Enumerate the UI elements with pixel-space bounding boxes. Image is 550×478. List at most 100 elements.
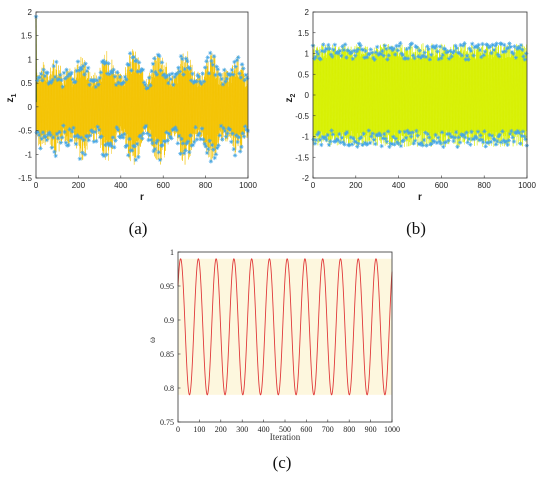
data-point bbox=[509, 128, 514, 134]
data-point bbox=[493, 142, 499, 147]
data-point bbox=[328, 139, 333, 144]
data-point bbox=[326, 42, 331, 48]
data-point bbox=[470, 41, 475, 47]
data-point bbox=[176, 133, 182, 139]
data-point bbox=[234, 133, 239, 138]
data-point bbox=[99, 134, 104, 139]
data-point bbox=[227, 127, 233, 132]
data-point bbox=[459, 53, 465, 58]
x-tick-label: 200 bbox=[349, 181, 363, 190]
data-point bbox=[402, 129, 408, 135]
data-point bbox=[52, 74, 58, 80]
data-point bbox=[324, 46, 330, 52]
data-point bbox=[42, 73, 48, 79]
data-point bbox=[344, 55, 349, 60]
data-point bbox=[111, 67, 116, 73]
data-point bbox=[325, 132, 330, 138]
data-point bbox=[361, 131, 366, 136]
data-point bbox=[392, 52, 398, 57]
data-point bbox=[415, 133, 420, 138]
data-point bbox=[178, 53, 184, 59]
data-point bbox=[396, 141, 401, 146]
data-point bbox=[465, 140, 470, 145]
data-point bbox=[500, 129, 505, 134]
data-point bbox=[216, 143, 221, 148]
data-point bbox=[219, 76, 224, 82]
data-point bbox=[231, 146, 236, 152]
data-point bbox=[327, 46, 332, 51]
data-point bbox=[523, 137, 528, 142]
data-point bbox=[54, 59, 59, 65]
data-point bbox=[437, 44, 443, 49]
data-point bbox=[35, 129, 41, 135]
data-point bbox=[218, 123, 224, 129]
data-point bbox=[482, 129, 487, 134]
data-point bbox=[386, 53, 391, 58]
data-point bbox=[448, 134, 454, 139]
data-point bbox=[148, 137, 154, 143]
data-point bbox=[212, 155, 217, 161]
data-point bbox=[401, 138, 406, 143]
data-point bbox=[499, 41, 504, 47]
y-tick-label: -1 bbox=[25, 150, 33, 159]
data-point bbox=[349, 142, 355, 147]
data-point bbox=[342, 142, 347, 147]
data-point bbox=[432, 45, 438, 51]
data-point bbox=[498, 41, 503, 46]
data-point bbox=[131, 54, 137, 60]
data-point bbox=[507, 41, 512, 46]
data-point bbox=[505, 142, 510, 147]
data-point bbox=[353, 53, 358, 58]
data-point bbox=[409, 134, 414, 139]
data-point bbox=[241, 66, 246, 71]
x-tick-label: 400 bbox=[392, 181, 406, 190]
data-point bbox=[140, 136, 145, 141]
data-point bbox=[214, 64, 219, 69]
data-point bbox=[369, 134, 374, 139]
data-point bbox=[371, 137, 377, 142]
x-tick-label: 600 bbox=[157, 181, 171, 190]
data-point bbox=[92, 129, 98, 135]
panel-c-xlabel: Iteration bbox=[270, 432, 301, 442]
y-tick-label: 1.5 bbox=[21, 32, 33, 41]
data-point bbox=[512, 44, 517, 49]
data-point bbox=[152, 146, 158, 152]
data-point bbox=[451, 138, 456, 144]
data-point bbox=[328, 52, 334, 57]
data-point bbox=[71, 125, 76, 131]
panel-b-caption: (b) bbox=[406, 219, 426, 238]
x-tick-label: 1000 bbox=[384, 425, 400, 434]
data-point bbox=[332, 42, 338, 48]
data-point bbox=[205, 55, 210, 60]
data-point bbox=[188, 78, 194, 83]
data-point bbox=[220, 82, 226, 87]
data-point bbox=[358, 43, 363, 48]
data-point bbox=[362, 55, 367, 60]
x-tick-label: 1000 bbox=[518, 181, 536, 190]
data-point bbox=[412, 55, 417, 61]
data-point bbox=[227, 72, 232, 78]
data-point bbox=[366, 128, 372, 133]
data-point bbox=[145, 85, 151, 90]
data-point bbox=[208, 159, 214, 164]
data-point bbox=[222, 128, 228, 134]
data-point bbox=[140, 67, 146, 73]
data-point bbox=[150, 61, 156, 66]
y-tick-label: 2 bbox=[305, 8, 310, 17]
data-point bbox=[506, 138, 512, 143]
data-point bbox=[81, 137, 86, 143]
data-point bbox=[391, 134, 396, 140]
data-point bbox=[206, 146, 211, 152]
data-point bbox=[336, 51, 341, 56]
data-point bbox=[112, 74, 118, 79]
x-tick-label: 600 bbox=[435, 181, 449, 190]
data-point bbox=[241, 134, 247, 139]
data-point bbox=[416, 141, 422, 146]
data-point bbox=[215, 67, 221, 72]
x-tick-label: 0 bbox=[176, 425, 180, 434]
data-point bbox=[73, 141, 79, 147]
data-point bbox=[340, 139, 346, 145]
data-point bbox=[511, 51, 516, 57]
data-point bbox=[215, 145, 220, 150]
data-point bbox=[475, 129, 481, 134]
